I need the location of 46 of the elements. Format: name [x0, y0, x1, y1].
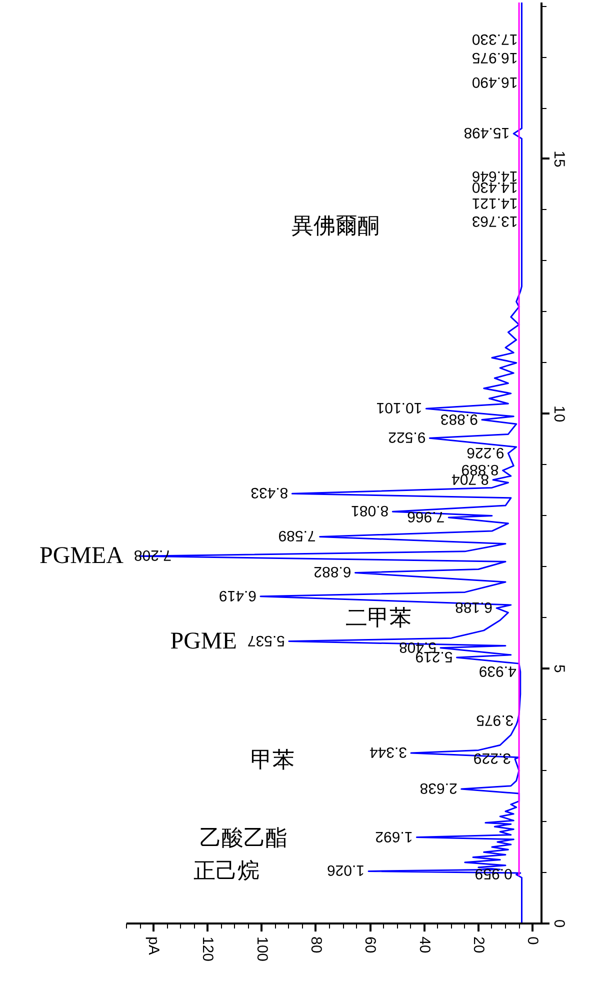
annotation: 1.026	[326, 862, 365, 879]
annotation: 17.330	[472, 30, 518, 48]
annotation: 16.490	[472, 74, 518, 91]
annotation: 15.498	[464, 124, 510, 142]
annotation: 7.589	[278, 527, 316, 544]
x-tick-label: 40	[416, 936, 433, 954]
annotation: 16.975	[472, 48, 518, 66]
annotation: 乙酸乙酯	[200, 826, 288, 851]
annotation: 9.522	[388, 428, 426, 446]
annotation: PGMEA	[39, 543, 124, 570]
annotation: 8.433	[250, 484, 288, 502]
annotation: 6.419	[218, 586, 256, 604]
annotation: 14.121	[472, 194, 518, 212]
annotation: 5.537	[247, 632, 285, 649]
annotation: 6.188	[455, 598, 493, 616]
x-tick-label: 120	[199, 936, 216, 962]
x-tick-label: 100	[253, 936, 270, 962]
y-tick-label: 15	[550, 150, 568, 168]
annotation: 3.344	[369, 744, 408, 761]
annotation: 10.101	[376, 399, 422, 416]
y-tick-label: 0	[550, 919, 568, 928]
x-tick-label: 60	[362, 936, 379, 954]
annotation: 9.226	[466, 444, 504, 461]
x-tick-label: 20	[470, 936, 487, 954]
annotation: 0.959	[474, 865, 512, 882]
x-tick-label: 80	[308, 936, 324, 954]
annotation: 二甲苯	[346, 606, 412, 631]
annotation: 3.975	[476, 711, 514, 728]
annotation: 異佛爾酮	[292, 214, 380, 239]
annotation: 7.208	[134, 546, 172, 564]
annotation: 4.939	[478, 662, 516, 680]
annotation: 3.229	[473, 749, 511, 766]
x-tick-label: pA	[145, 936, 162, 955]
annotation: 1.692	[375, 828, 413, 845]
annotation: 7.966	[407, 508, 445, 525]
annotation: PGME	[170, 628, 237, 654]
y-tick-label: 10	[550, 405, 568, 422]
x-tick-label: 0	[524, 936, 542, 945]
annotation: 9.883	[440, 410, 478, 428]
y-tick-label: 5	[550, 664, 568, 673]
annotation: 甲苯	[250, 748, 294, 773]
annotation: 13.763	[472, 212, 518, 230]
annotation: 2.638	[420, 780, 458, 797]
annotation: 6.882	[314, 563, 352, 580]
annotation: 8.081	[351, 502, 389, 520]
annotation: 正己烷	[194, 859, 260, 884]
